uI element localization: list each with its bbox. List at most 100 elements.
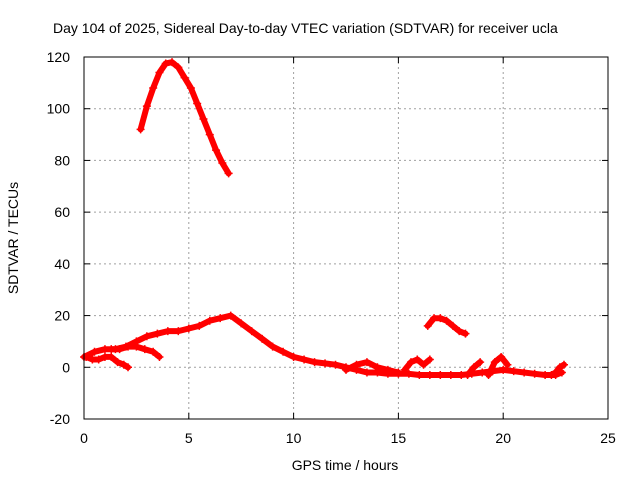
data-point: [547, 371, 556, 380]
data-point: [478, 368, 487, 377]
data-point: [559, 360, 568, 369]
data-point: [90, 347, 99, 356]
data-point: [425, 355, 434, 364]
plot-frame: [83, 56, 609, 420]
data-point: [107, 345, 116, 354]
series-trace: [485, 353, 511, 378]
data-point: [425, 371, 434, 380]
data-point: [140, 345, 149, 354]
data-point: [279, 347, 288, 356]
data-point: [258, 334, 267, 343]
data-point: [168, 58, 177, 67]
data-point: [342, 365, 350, 374]
x-tick-label: 10: [286, 430, 302, 446]
series-arc-mid-4: [484, 352, 512, 380]
data-point: [442, 316, 451, 325]
data-point: [331, 360, 340, 369]
data-point: [455, 327, 464, 336]
data-point: [237, 319, 246, 328]
y-tick-label: -20: [50, 411, 70, 427]
data-point: [423, 321, 432, 330]
y-tick-label: 0: [62, 359, 70, 375]
data-point: [212, 146, 221, 155]
data-point: [499, 365, 508, 374]
data-point: [415, 371, 424, 380]
data-point: [406, 358, 415, 367]
data-point: [484, 371, 493, 380]
x-tick-label: 15: [391, 430, 407, 446]
data-point: [113, 358, 122, 367]
data-point: [383, 365, 392, 374]
y-tick-label: 60: [54, 204, 70, 220]
data-point: [551, 368, 560, 377]
data-point: [149, 347, 158, 356]
series-arc-bump: [423, 314, 470, 338]
data-point: [446, 371, 455, 380]
data-point: [520, 368, 529, 377]
data-point: [119, 360, 128, 369]
series-arc-high: [136, 58, 233, 178]
data-point: [224, 169, 233, 178]
series-arc-mid-3: [463, 358, 485, 380]
data-point: [132, 342, 141, 351]
data-point: [463, 371, 472, 380]
y-tick-label: 20: [54, 308, 70, 324]
data-point: [155, 68, 164, 77]
y-tick-label: 80: [54, 152, 70, 168]
data-point: [419, 360, 428, 369]
data-point: [226, 311, 235, 320]
data-point: [555, 363, 564, 372]
data-point: [497, 352, 506, 361]
y-tick-label: 120: [47, 49, 71, 65]
data-point: [216, 314, 225, 323]
y-tick-label: 100: [47, 101, 71, 117]
data-point: [174, 327, 183, 336]
x-tick-label: 5: [185, 430, 193, 446]
y-tick-label: 40: [54, 256, 70, 272]
data-point: [268, 342, 277, 351]
data-point: [530, 369, 539, 378]
data-point: [149, 84, 158, 93]
plot-area: [80, 58, 568, 380]
data-point: [503, 360, 512, 369]
data-point: [205, 316, 214, 325]
data-point: [352, 360, 361, 369]
data-point: [476, 358, 485, 367]
x-tick-label: 20: [495, 430, 511, 446]
data-point: [107, 352, 116, 361]
data-point: [321, 359, 330, 368]
data-point: [490, 358, 499, 367]
x-axis-label: GPS time / hours: [292, 457, 399, 473]
data-point: [362, 368, 371, 377]
data-point: [205, 130, 214, 139]
data-point: [394, 368, 403, 377]
data-point: [218, 159, 227, 168]
data-point: [310, 358, 319, 367]
series-arc-mid-1: [342, 358, 403, 377]
data-point: [199, 115, 208, 124]
data-point: [509, 367, 518, 376]
x-tick-label: 25: [600, 430, 616, 446]
data-point: [184, 324, 193, 333]
data-point: [161, 59, 170, 68]
data-point: [436, 314, 445, 323]
data-point: [180, 73, 189, 82]
data-point: [124, 342, 133, 351]
data-point: [82, 352, 91, 361]
data-point: [436, 371, 445, 380]
data-point: [362, 358, 371, 367]
data-point: [461, 329, 470, 338]
data-point: [247, 327, 256, 336]
data-point: [448, 321, 457, 330]
data-point: [469, 363, 478, 372]
data-point: [163, 327, 172, 336]
data-point: [373, 363, 382, 372]
data-point: [193, 99, 202, 108]
x-tick-label: 0: [80, 430, 88, 446]
data-point: [155, 352, 164, 361]
data-point: [300, 355, 309, 364]
data-point: [153, 329, 162, 338]
data-point: [400, 365, 409, 374]
